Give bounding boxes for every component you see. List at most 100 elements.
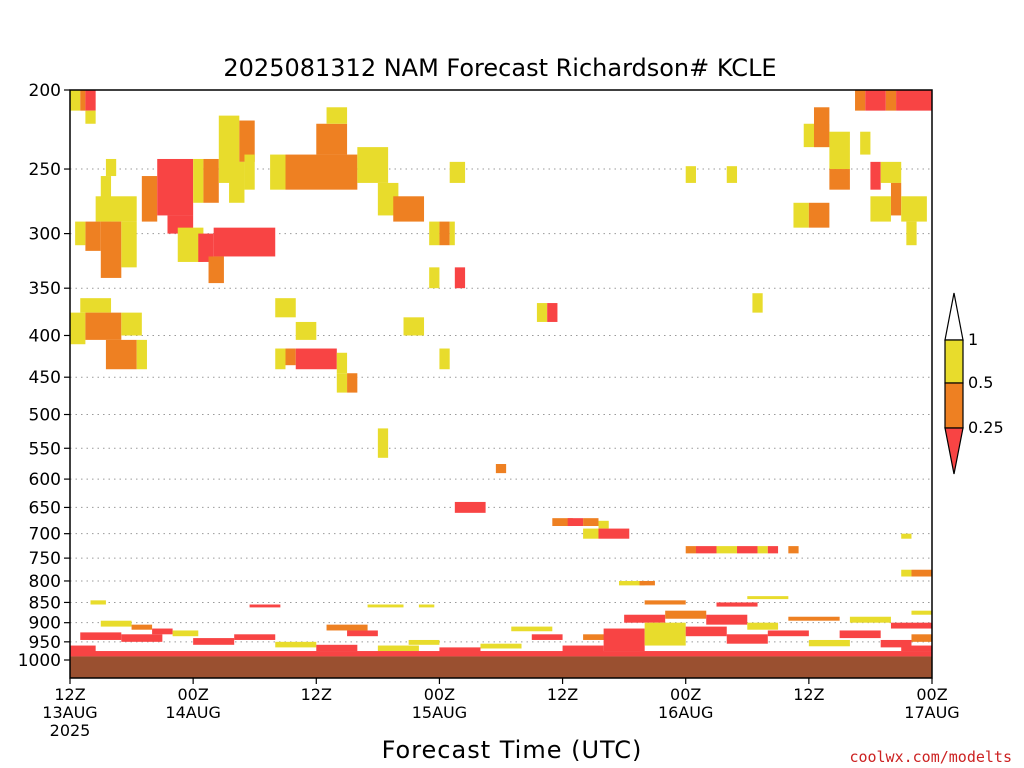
x-tick-label: 00Z	[177, 685, 208, 704]
ri-cell-lt-0p25	[234, 634, 276, 640]
ri-cell-0p25-0p5	[208, 256, 224, 284]
ri-cell-lt-0p25	[890, 622, 932, 629]
ri-cell-0p5-1	[95, 196, 137, 222]
y-tick-label: 400	[29, 326, 61, 346]
ri-cell-lt-0p25	[70, 651, 932, 657]
ri-cell-0p5-1	[270, 154, 286, 190]
ri-cell-0p25-0p5	[316, 123, 348, 155]
ri-cell-0p5-1	[85, 110, 96, 124]
y-tick-label: 350	[29, 279, 61, 299]
x-tick-label: 00Z	[916, 685, 947, 704]
ri-cell-lt-0p25	[767, 630, 809, 637]
ri-cell-0p5-1	[716, 546, 738, 554]
ri-cell-0p5-1	[275, 298, 296, 318]
ri-cell-lt-0p25	[316, 644, 358, 652]
ri-cell-0p5-1	[598, 520, 609, 529]
ri-cell-lt-0p25	[347, 630, 378, 637]
ri-cell-0p5-1	[136, 339, 147, 370]
ri-cell-0p5-1	[429, 221, 440, 246]
ri-cell-0p5-1	[326, 107, 348, 124]
ri-cell-lt-0p25	[249, 604, 281, 608]
ri-cell-0p25-0p5	[890, 182, 902, 216]
ri-cell-0p5-1	[644, 622, 686, 646]
ri-cell-0p25-0p5	[885, 90, 897, 111]
x-tick-label: 17AUG	[904, 703, 959, 722]
ri-cell-0p5-1	[901, 196, 927, 222]
x-tick-label: 00Z	[670, 685, 701, 704]
plot-area	[69, 89, 933, 679]
y-tick-label: 600	[29, 470, 61, 490]
ri-cell-lt-0p25	[901, 645, 932, 652]
ri-cell-lt-0p25	[531, 634, 563, 640]
ri-cell-lt-0p25	[726, 634, 768, 644]
ri-cell-0p5-1	[449, 161, 466, 183]
ri-cell-lt-0p25	[767, 546, 779, 554]
ri-cell-0p5-1	[860, 131, 871, 155]
x-tick-label: 00Z	[424, 685, 455, 704]
ri-cell-0p5-1	[336, 373, 348, 393]
ri-cell-0p25-0p5	[85, 221, 101, 251]
ri-cell-0p5-1	[377, 428, 389, 458]
color-legend: 1 0.5 0.25	[944, 292, 1004, 475]
ri-cell-0p5-1	[121, 312, 142, 336]
x-axis-title: Forecast Time (UTC)	[382, 736, 643, 764]
ri-cell-0p25-0p5	[347, 373, 358, 393]
ri-cell-lt-0p25	[213, 227, 276, 257]
ground-band	[70, 656, 932, 678]
ri-cell-0p25-0p5	[644, 600, 686, 605]
ri-cell-0p5-1	[275, 348, 286, 370]
ri-cell-0p25-0p5	[911, 569, 932, 577]
ri-cell-0p5-1	[793, 202, 809, 228]
ri-cell-0p5-1	[229, 161, 245, 203]
ri-cell-0p5-1	[275, 641, 317, 648]
ri-cell-0p5-1	[70, 312, 86, 345]
ri-cell-0p5-1	[808, 639, 850, 647]
ri-cell-0p5-1	[439, 348, 450, 370]
ri-cell-0p25-0p5	[639, 580, 655, 586]
ri-cell-0p25-0p5	[583, 634, 614, 640]
ri-cell-lt-0p25	[598, 528, 630, 539]
ri-cell-lt-0p25	[439, 647, 481, 653]
ri-cell-0p25-0p5	[131, 624, 153, 630]
ri-cell-0p25-0p5	[326, 624, 368, 631]
ri-cell-0p25-0p5	[439, 221, 450, 246]
x-tick-label: 16AUG	[658, 703, 713, 722]
ri-cell-0p25-0p5	[100, 221, 122, 278]
ri-cell-lt-0p25	[695, 546, 717, 554]
ri-cell-lt-0p25	[198, 233, 214, 262]
ri-cell-0p25-0p5	[285, 154, 358, 190]
ri-cell-0p5-1	[911, 610, 932, 615]
ri-cell-lt-0p25	[193, 638, 235, 645]
ri-cell-0p5-1	[619, 580, 645, 586]
ri-cell-lt-0p25	[870, 161, 881, 190]
ri-cell-0p5-1	[357, 147, 389, 183]
ri-cell-lt-0p25	[716, 602, 758, 607]
ri-cell-0p5-1	[757, 546, 768, 554]
x-tick-label: 15AUG	[412, 703, 467, 722]
ri-cell-0p25-0p5	[495, 464, 507, 474]
ri-cell-0p25-0p5	[80, 90, 86, 111]
legend-arrow-top	[944, 292, 964, 341]
ri-cell-0p25-0p5	[788, 616, 840, 621]
ri-cell-0p5-1	[747, 596, 789, 600]
y-tick-label: 950	[29, 633, 61, 653]
ri-cell-0p5-1	[403, 317, 425, 336]
x-tick-label: 12Z	[793, 685, 824, 704]
ri-cell-lt-0p25	[567, 518, 584, 527]
ri-cell-0p5-1	[901, 569, 912, 577]
ri-cell-lt-0p25	[121, 634, 163, 642]
ri-cell-0p5-1	[429, 267, 440, 289]
ri-cell-0p5-1	[377, 645, 419, 652]
ri-cell-0p25-0p5	[665, 610, 707, 619]
ri-cell-0p5-1	[90, 600, 106, 605]
ri-cell-0p5-1	[480, 643, 522, 649]
y-tick-label: 800	[29, 572, 61, 592]
y-tick-label: 200	[29, 81, 61, 101]
y-tick-label: 900	[29, 614, 61, 634]
ri-cell-lt-0p25	[706, 614, 748, 625]
ri-cell-lt-0p25	[896, 90, 932, 111]
ri-cell-lt-0p25	[454, 267, 466, 289]
y-axis: 200 250 300 350 400 450 500 550 600 650 700 750 8008…	[18, 81, 70, 671]
